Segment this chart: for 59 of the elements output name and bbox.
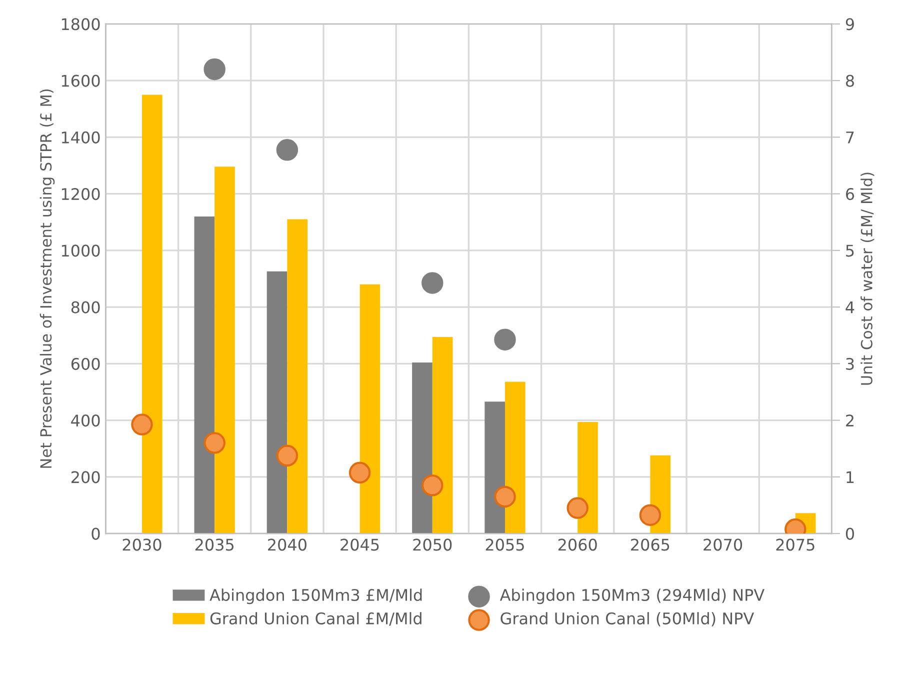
y2-tick-label: 7 <box>846 132 854 144</box>
y-tick-label: 800 <box>71 301 100 314</box>
bar <box>504 382 526 534</box>
y-tick-label: 600 <box>71 358 100 370</box>
point <box>566 497 588 519</box>
legend-label: Abingdon 150Mm3 £M/Mld <box>210 588 422 604</box>
y-tick-label: 1400 <box>62 131 100 144</box>
x-tick-label: 2065 <box>631 538 670 551</box>
x-tick-label: 2030 <box>122 538 162 551</box>
y-tick-label: 400 <box>71 414 100 427</box>
y2-tick-label: 9 <box>846 18 854 30</box>
y-tick-label: 1000 <box>62 244 100 257</box>
x-tick-label: 2035 <box>195 538 234 551</box>
bar <box>360 284 380 534</box>
point <box>422 272 444 294</box>
bar <box>266 271 288 534</box>
point <box>204 432 226 454</box>
point <box>276 139 298 161</box>
legend-label: Grand Union Canal £M/Mld <box>210 612 422 626</box>
point <box>276 444 298 467</box>
x-tick-label: 2040 <box>268 538 306 551</box>
x-tick-label: 2050 <box>413 538 452 551</box>
y-tick-label: 1200 <box>62 188 100 200</box>
bar <box>287 219 308 534</box>
y-axis-title: Net Present Value of Investment using STPR (£ M) <box>40 89 55 468</box>
bar <box>578 422 598 534</box>
x-tick-label: 2075 <box>776 538 814 551</box>
point <box>494 486 516 508</box>
x-tick-label: 2060 <box>558 538 597 551</box>
point <box>204 58 226 80</box>
y-tick-label: 1600 <box>62 74 100 87</box>
y2-tick-label: 1 <box>846 471 854 483</box>
x-tick-label: 2045 <box>340 538 379 551</box>
y2-tick-label: 6 <box>846 188 854 200</box>
y2-tick-label: 8 <box>846 74 854 87</box>
y2-tick-label: 5 <box>846 244 854 257</box>
y2-tick-label: 2 <box>846 414 854 426</box>
point <box>494 328 516 350</box>
bar <box>412 362 432 534</box>
bar <box>194 216 215 534</box>
bar <box>142 94 162 534</box>
y-tick-label: 1800 <box>62 18 100 30</box>
x-tick-label: 2070 <box>704 538 742 551</box>
y2-tick-label: 0 <box>846 528 854 540</box>
bar <box>214 166 235 534</box>
point <box>131 414 153 436</box>
bar <box>484 402 505 534</box>
y2-axis-title: Unit Cost of water (£M/ Mld) <box>860 172 874 385</box>
y-tick-label: 0 <box>92 528 100 540</box>
y2-tick-label: 3 <box>846 358 854 370</box>
legend-label: Grand Union Canal (50Mld) NPV <box>500 612 754 626</box>
point <box>422 474 444 496</box>
y-tick-label: 200 <box>72 471 100 484</box>
point <box>348 462 371 484</box>
bar <box>432 337 453 534</box>
point <box>639 504 662 526</box>
y2-tick-label: 4 <box>846 301 854 314</box>
legend-label: Abingdon 150Mm3 (294Mld) NPV <box>500 588 764 604</box>
x-tick-label: 2055 <box>486 538 524 551</box>
